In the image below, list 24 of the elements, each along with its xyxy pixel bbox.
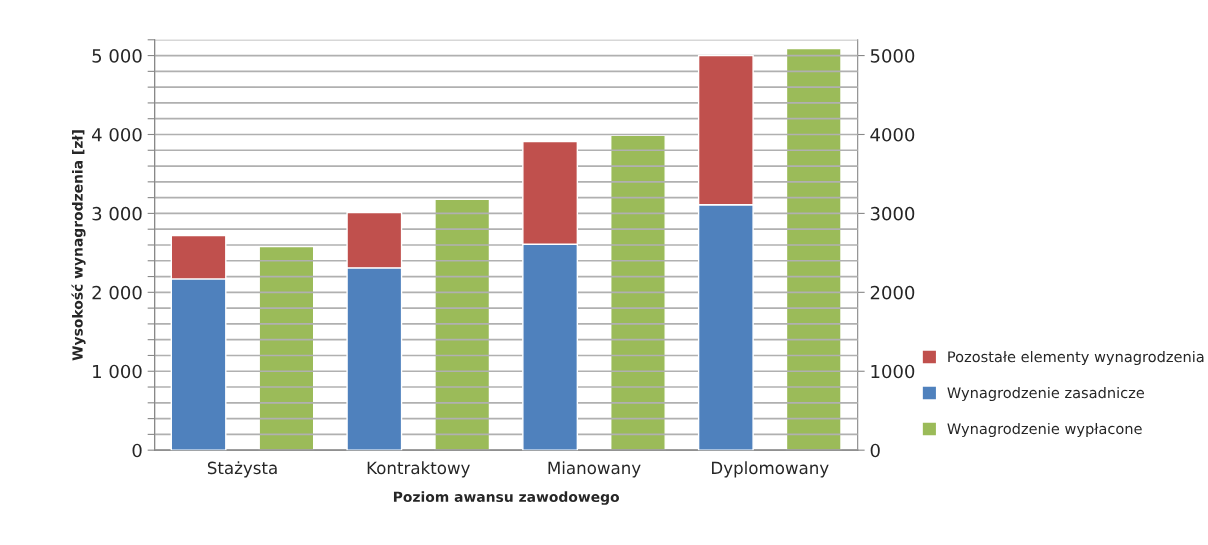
- x-tick-label: Kontraktowy: [367, 461, 470, 478]
- y2-tick-label: 2000: [870, 285, 915, 300]
- x-tick-label: Dyplomowany: [712, 461, 829, 478]
- x-axis-title: Poziom awansu zawodowego: [393, 491, 620, 505]
- y2-tick-label: 0: [870, 443, 880, 458]
- y-axis-title: Wysokość wynagrodzenia [zł]: [71, 130, 86, 361]
- y-tick-label: 1 000: [93, 364, 142, 379]
- y-tick-label: 2 000: [92, 285, 142, 300]
- x-tick-label: Stażysta: [207, 461, 277, 478]
- y2-tick-label: 1000: [871, 364, 915, 379]
- legend-label: Wynagrodzenie zasadnicze: [947, 386, 1145, 402]
- y2-tick-label: 3000: [870, 206, 915, 221]
- y-tick-label: 0: [132, 443, 142, 458]
- bar: [785, 47, 842, 451]
- y2-tick-label: 4000: [870, 127, 915, 142]
- y-tick-label: 3 000: [92, 206, 142, 221]
- x-tick-label: Mianowany: [548, 461, 641, 478]
- legend-label: Pozostałe elementy wynagrodzenia: [948, 350, 1204, 366]
- y-tick-label: 4 000: [92, 127, 142, 142]
- bar: [434, 198, 491, 451]
- y-tick-label: 5 000: [92, 49, 142, 63]
- bar: [610, 134, 666, 451]
- y2-tick-label: 5000: [870, 49, 915, 63]
- legend-label: Wynagrodzenie wypłacone: [947, 422, 1142, 438]
